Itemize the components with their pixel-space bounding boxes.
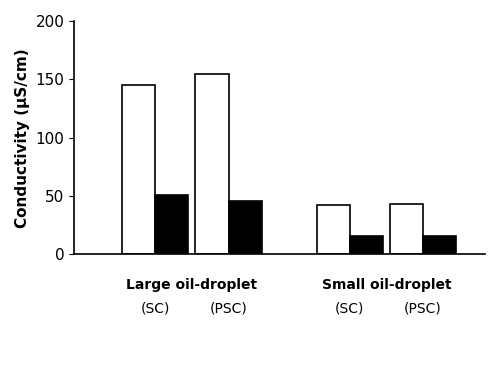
Text: (PSC): (PSC) xyxy=(404,301,442,315)
Text: Small oil-droplet: Small oil-droplet xyxy=(322,278,451,292)
Bar xyxy=(122,85,156,255)
Bar xyxy=(390,204,423,255)
Bar xyxy=(350,236,383,255)
Bar xyxy=(196,74,228,255)
Text: (PSC): (PSC) xyxy=(210,301,248,315)
Text: Large oil-droplet: Large oil-droplet xyxy=(126,278,258,292)
Bar xyxy=(423,236,456,255)
Bar xyxy=(228,201,262,255)
Bar xyxy=(316,206,350,255)
Bar xyxy=(156,195,188,255)
Y-axis label: Conductivity (μS/cm): Conductivity (μS/cm) xyxy=(15,48,30,228)
Text: (SC): (SC) xyxy=(335,301,364,315)
Text: (SC): (SC) xyxy=(140,301,170,315)
